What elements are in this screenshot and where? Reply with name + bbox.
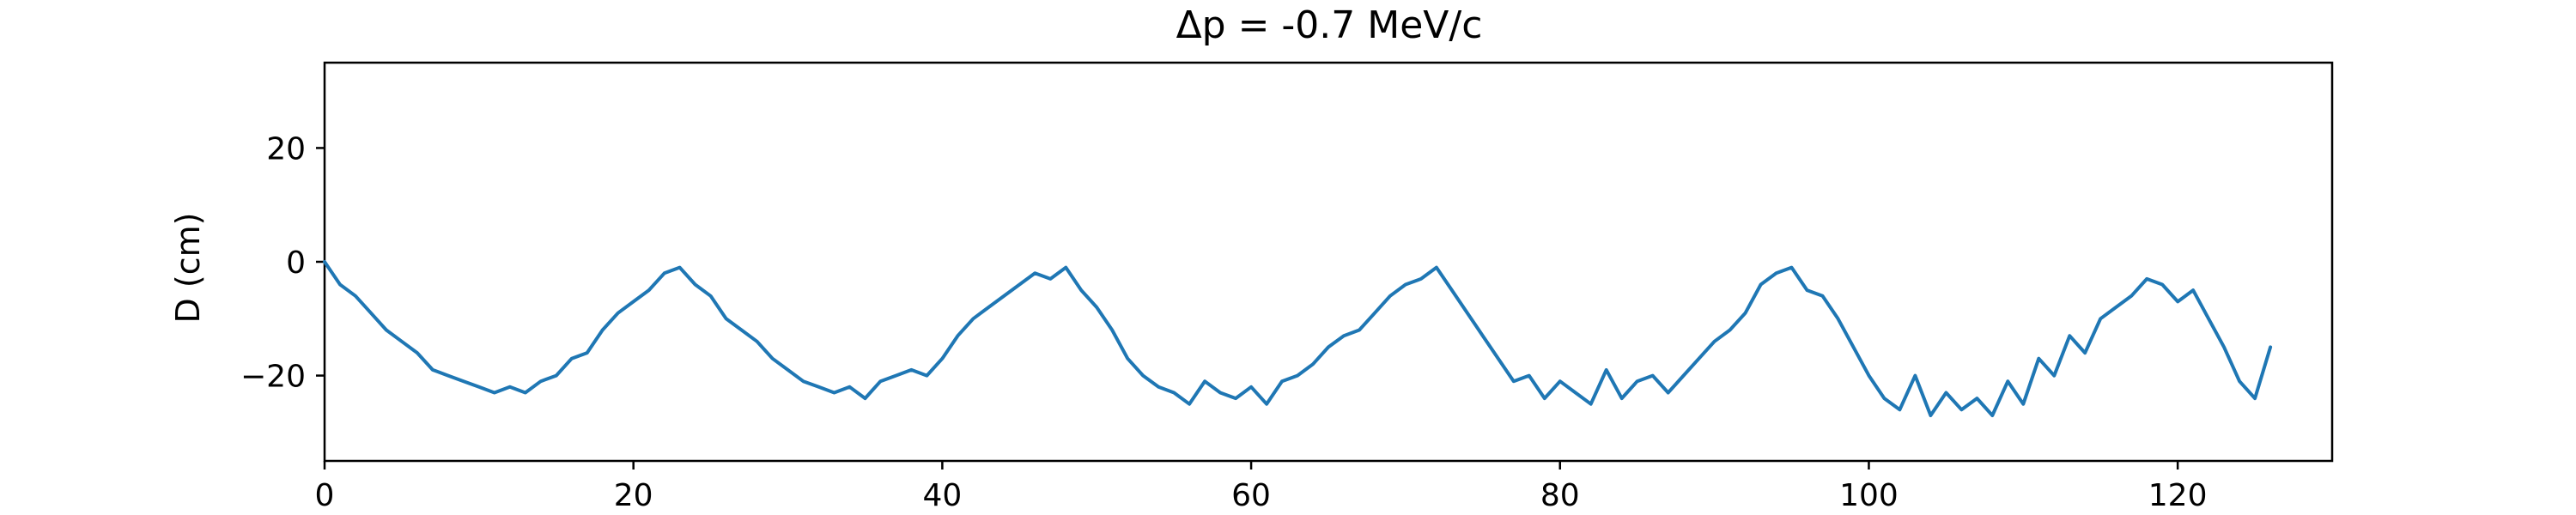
y-axis-label: D (cm) <box>169 213 207 324</box>
y-axis: −20 0 20 <box>240 131 325 395</box>
y-tick-label: −20 <box>240 360 306 395</box>
x-tick-label: 120 <box>2148 478 2208 513</box>
x-tick-label: 60 <box>1231 478 1271 513</box>
chart-title: Δp = -0.7 MeV/c <box>1176 3 1483 47</box>
series-line <box>323 260 2273 417</box>
x-tick-label: 20 <box>614 478 653 513</box>
x-tick-label: 0 <box>315 478 335 513</box>
y-tick-label: 0 <box>286 245 306 281</box>
x-axis: 0 20 40 60 80 100 120 <box>315 461 2208 513</box>
y-tick-label: 20 <box>266 131 306 167</box>
x-tick-label: 100 <box>1839 478 1899 513</box>
x-tick-label: 80 <box>1540 478 1580 513</box>
x-tick-label: 40 <box>922 478 962 513</box>
plot-frame <box>323 61 2334 463</box>
